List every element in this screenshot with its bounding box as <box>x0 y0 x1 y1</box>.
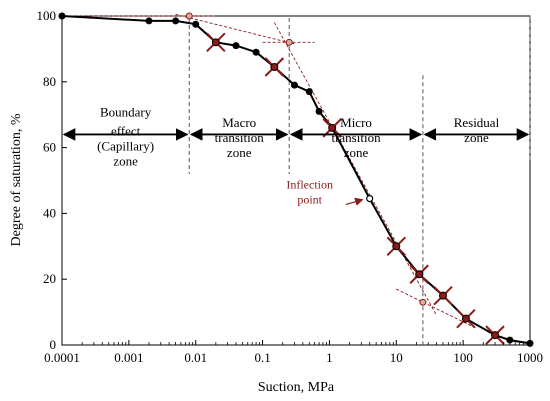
annotation-arrow <box>345 197 364 206</box>
y-tick-label: 100 <box>37 8 57 23</box>
x-tick-label: 0.1 <box>254 350 270 365</box>
y-tick-label: 20 <box>43 271 56 286</box>
zone-label-line: transition <box>331 130 381 145</box>
y-tick-label: 0 <box>50 337 57 352</box>
zone-label-line: zone <box>344 145 369 160</box>
data-point <box>305 88 313 96</box>
zone-label-line: Macro <box>222 115 256 130</box>
data-point <box>315 107 323 115</box>
construction-point <box>419 298 427 306</box>
tangent-line <box>273 22 437 316</box>
inflection-marker <box>366 194 374 203</box>
data-point <box>439 291 448 300</box>
zone-label-line: Boundary <box>100 104 152 119</box>
y-tick-label: 40 <box>43 205 56 220</box>
x-tick-label: 1000 <box>517 350 543 365</box>
tangent-line <box>175 13 295 45</box>
construction-point <box>285 38 293 46</box>
data-point <box>392 242 401 251</box>
zone-label-line: transition <box>215 130 265 145</box>
data-point <box>145 17 153 25</box>
zone-label-line: zone <box>227 145 252 160</box>
data-point <box>461 314 470 323</box>
zone-labels: Boundaryeffect(Capillary)zoneMacrotransi… <box>62 104 530 168</box>
x-tick-label: 10 <box>390 350 403 365</box>
x-tick-label: 0.01 <box>184 350 207 365</box>
zone-label-line: (Capillary) <box>97 138 154 153</box>
y-axis-ticks: 0 20 40 60 80 100 <box>37 8 67 352</box>
x-axis-ticks: 0.0001 0.001 0.01 0.1 1 10 100 1000 <box>44 340 543 365</box>
series-curve <box>58 12 534 347</box>
data-point <box>232 42 240 50</box>
zone-label-line: effect <box>111 123 141 138</box>
data-point <box>415 270 424 279</box>
annotation-text: point <box>297 193 322 207</box>
zone-label-line: zone <box>464 130 489 145</box>
data-point <box>290 81 298 89</box>
data-point <box>172 17 180 25</box>
data-point <box>491 331 500 340</box>
data-point <box>252 48 260 56</box>
data-point <box>270 62 279 71</box>
x-tick-label: 100 <box>453 350 473 365</box>
construction-point <box>185 12 193 20</box>
data-point <box>192 20 200 28</box>
zone-label-line: Micro <box>340 115 372 130</box>
data-point <box>506 336 514 344</box>
y-tick-label: 80 <box>43 74 56 89</box>
x-tick-label: 0.001 <box>114 350 143 365</box>
plot-area <box>61 15 531 346</box>
tangent-construction <box>62 12 477 329</box>
x-axis-title: Suction, MPa <box>258 380 335 395</box>
y-axis-title: Degree of saturation, % <box>9 113 24 246</box>
tangent-line <box>396 288 477 329</box>
zone-label-line: Residual <box>454 115 500 130</box>
y-tick-label: 60 <box>43 140 56 155</box>
data-point <box>211 38 220 47</box>
annotation-text: Inflection <box>286 178 333 192</box>
x-tick-label: 0.0001 <box>44 350 80 365</box>
x-tick-label: 1 <box>326 350 333 365</box>
zone-label-line: zone <box>113 153 138 168</box>
